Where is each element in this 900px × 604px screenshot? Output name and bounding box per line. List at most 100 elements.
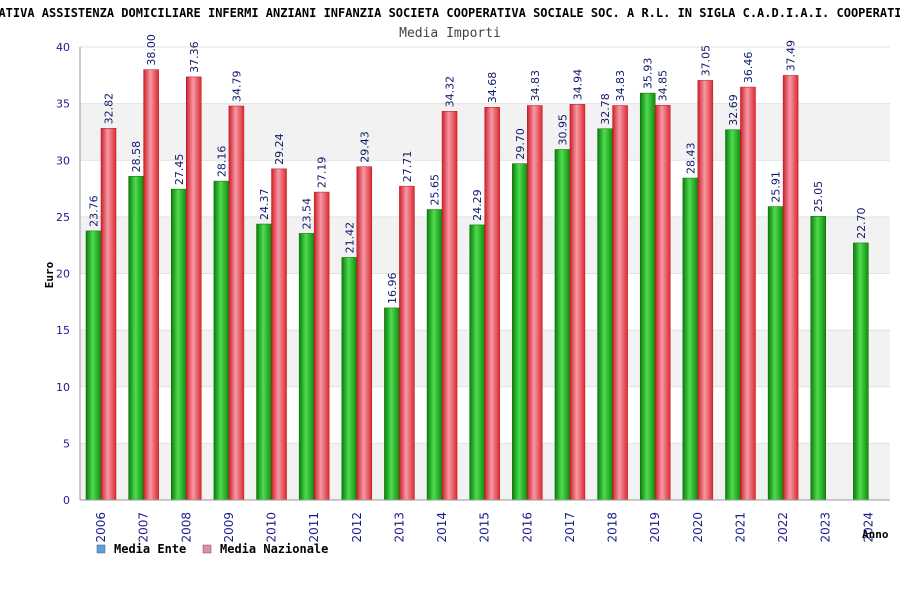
x-tick-label: 2021 bbox=[733, 512, 747, 543]
x-tick-label: 2006 bbox=[94, 512, 108, 543]
bar-media-nazionale bbox=[186, 76, 202, 501]
bar-media-ente bbox=[384, 307, 400, 501]
bar-media-nazionale bbox=[228, 105, 245, 501]
bar-media-nazionale bbox=[484, 106, 500, 501]
bar-value-label: 32.78 bbox=[599, 93, 612, 125]
bar-media-ente bbox=[426, 209, 443, 501]
bar-media-nazionale bbox=[313, 191, 330, 501]
bar-value-label: 34.79 bbox=[230, 71, 243, 102]
bar-value-label: 38.00 bbox=[145, 34, 158, 66]
bar-media-ente bbox=[128, 176, 144, 501]
bar-media-ente bbox=[213, 180, 230, 501]
bar-media-ente bbox=[171, 188, 187, 501]
x-tick-label: 2018 bbox=[606, 512, 620, 543]
x-tick-label: 2023 bbox=[819, 512, 833, 543]
legend: Media Ente Media Nazionale bbox=[96, 542, 328, 556]
bar-value-label: 25.91 bbox=[770, 171, 783, 203]
bar-value-label: 22.70 bbox=[855, 207, 868, 239]
x-tick-label: 2007 bbox=[137, 512, 151, 543]
y-tick-label: 30 bbox=[56, 154, 70, 167]
bar-media-nazionale bbox=[740, 86, 756, 501]
x-axis-label: Anno bbox=[862, 528, 889, 541]
legend-label: Media Ente bbox=[114, 542, 186, 556]
chart-title: …ERATIVA ASSISTENZA DOMICILIARE INFERMI … bbox=[0, 6, 900, 20]
bar-media-ente bbox=[853, 242, 869, 501]
y-tick-label: 10 bbox=[56, 381, 70, 394]
y-tick-label: 15 bbox=[56, 324, 70, 337]
bar-value-label: 27.45 bbox=[173, 154, 186, 186]
bar-value-label: 28.58 bbox=[130, 141, 143, 173]
x-tick-label: 2019 bbox=[648, 512, 662, 543]
x-tick-label: 2016 bbox=[520, 512, 534, 543]
x-tick-label: 2015 bbox=[478, 512, 492, 543]
y-axis-label: Euro bbox=[43, 261, 56, 288]
x-tick-label: 2010 bbox=[265, 512, 279, 543]
x-tick-label: 2024 bbox=[861, 512, 875, 543]
y-tick-label: 35 bbox=[56, 98, 70, 111]
bar-media-nazionale bbox=[569, 104, 586, 501]
y-tick-label: 25 bbox=[56, 211, 70, 224]
bar-value-label: 34.85 bbox=[657, 70, 670, 102]
bar-value-label: 25.05 bbox=[812, 181, 825, 213]
bar-value-label: 28.16 bbox=[215, 146, 228, 177]
bar-media-nazionale bbox=[697, 80, 714, 501]
bar-value-label: 29.43 bbox=[358, 131, 371, 163]
y-tick-label: 20 bbox=[56, 268, 70, 281]
bar-value-label: 34.68 bbox=[486, 72, 499, 104]
legend-swatch bbox=[202, 544, 212, 554]
bar-media-nazionale bbox=[527, 105, 543, 501]
bar-media-ente bbox=[554, 149, 571, 501]
bar-value-label: 16.96 bbox=[386, 272, 399, 304]
chart-subtitle: Media Importi bbox=[399, 26, 501, 41]
bar-value-label: 27.19 bbox=[316, 157, 329, 189]
bar-media-ente bbox=[256, 223, 272, 501]
bar-media-nazionale bbox=[356, 166, 373, 501]
bar-value-label: 37.49 bbox=[785, 40, 798, 72]
bar-value-label: 29.24 bbox=[273, 133, 286, 165]
bar-value-label: 21.42 bbox=[343, 222, 356, 254]
x-axis: 2006 2007 2008 2009 2010 2011 2012 2013 2014 2015… bbox=[80, 499, 890, 543]
bar-media-nazionale bbox=[143, 69, 159, 501]
x-tick-label: 2009 bbox=[222, 512, 236, 543]
x-tick-label: 2017 bbox=[563, 512, 577, 543]
bar-media-ente bbox=[298, 233, 315, 501]
x-tick-label: 2008 bbox=[179, 512, 193, 543]
bar-value-label: 34.32 bbox=[444, 76, 457, 108]
y-tick-label: 40 bbox=[56, 41, 70, 54]
bar-value-label: 24.37 bbox=[258, 189, 271, 221]
bar-media-nazionale bbox=[612, 105, 628, 501]
x-tick-label: 2012 bbox=[350, 512, 364, 543]
bar-value-label: 36.46 bbox=[742, 52, 755, 84]
bar-value-label: 37.36 bbox=[188, 41, 201, 73]
bar-media-ente bbox=[767, 206, 784, 501]
bar-media-ente bbox=[341, 257, 358, 501]
bar-media-ente bbox=[682, 177, 699, 501]
bar-media-ente bbox=[639, 92, 656, 501]
bar-value-label: 32.82 bbox=[103, 93, 116, 125]
bar-media-nazionale bbox=[441, 111, 458, 501]
bar-value-label: 32.69 bbox=[727, 94, 740, 126]
bar-value-label: 29.70 bbox=[514, 128, 527, 160]
bar-media-nazionale bbox=[100, 128, 117, 501]
bar-value-label: 28.43 bbox=[684, 143, 697, 175]
y-axis: 0 5 10 15 20 25 30 35 40 bbox=[56, 41, 81, 507]
bar-value-label: 34.83 bbox=[529, 70, 542, 102]
bar-value-label: 25.65 bbox=[429, 174, 442, 206]
bar-media-ente bbox=[469, 224, 485, 501]
legend-label: Media Nazionale bbox=[220, 542, 328, 556]
x-tick-label: 2014 bbox=[435, 512, 449, 543]
bar-value-label: 37.05 bbox=[699, 45, 712, 77]
x-tick-label: 2011 bbox=[307, 512, 321, 543]
bar-value-label: 23.54 bbox=[301, 198, 314, 230]
x-tick-label: 2020 bbox=[691, 512, 705, 543]
y-tick-label: 5 bbox=[63, 437, 70, 450]
bar-value-label: 34.83 bbox=[614, 70, 627, 102]
bar-media-nazionale bbox=[271, 168, 287, 501]
bar-media-ente bbox=[810, 216, 826, 501]
bar-media-ente bbox=[597, 128, 613, 501]
bar-value-label: 24.29 bbox=[471, 189, 484, 221]
bar-value-label: 23.76 bbox=[88, 195, 101, 227]
bar-value-label: 30.95 bbox=[556, 114, 569, 146]
bar-media-nazionale bbox=[782, 75, 799, 501]
